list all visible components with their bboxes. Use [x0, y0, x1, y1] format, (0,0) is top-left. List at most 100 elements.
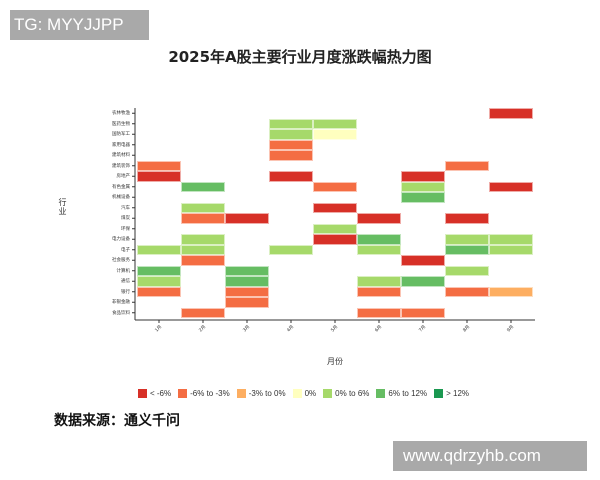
- y-tick-label: 煤炭: [121, 216, 130, 222]
- y-tick-label: 汽车: [121, 205, 130, 211]
- heatmap-cell: [445, 265, 489, 276]
- heatmap-cell: [489, 108, 533, 119]
- y-tick-label: 家用电器: [112, 142, 130, 148]
- heatmap-cell: [357, 286, 401, 297]
- legend-item: 6% to 12%: [376, 389, 427, 398]
- legend-swatch: [292, 389, 302, 398]
- heatmap-cell: [489, 286, 533, 297]
- chart-title: 2025年A股主要行业月度涨跌幅热力图: [168, 48, 432, 66]
- heatmap-cell: [225, 213, 269, 224]
- legend-label: 6% to 12%: [388, 389, 428, 398]
- legend-item: -6% to -3%: [178, 389, 230, 398]
- legend-label: < -6%: [150, 389, 172, 398]
- heatmap-plot: 农林牧渔医药生物国防军工家用电器建筑材料建筑装饰房地产有色金属机械设备汽车煤炭环…: [112, 108, 535, 333]
- heatmap-cell: [357, 307, 401, 318]
- legend-item: < -6%: [138, 389, 171, 398]
- y-tick-label: 环保: [121, 226, 130, 232]
- heatmap-cell: [269, 244, 313, 255]
- heatmap-cell: [489, 244, 533, 255]
- heatmap-cell: [445, 160, 489, 171]
- y-tick-label: 国防军工: [112, 132, 130, 138]
- heatmap-cell: [357, 234, 401, 245]
- legend-swatch: [178, 389, 188, 398]
- legend-swatch: [434, 389, 444, 398]
- heatmap-cell: [401, 171, 445, 182]
- heatmap-cell: [269, 150, 313, 161]
- y-tick-label: 农林牧渔: [112, 111, 130, 117]
- heatmap-cell: [313, 118, 357, 129]
- heatmap-cell: [401, 181, 445, 192]
- heatmap-cell: [137, 244, 181, 255]
- heatmap-cell: [181, 234, 225, 245]
- y-tick-label: 建筑装饰: [112, 163, 130, 169]
- heatmap-cell: [313, 129, 357, 140]
- legend-swatch: [138, 389, 147, 398]
- y-tick-label: 建筑材料: [112, 153, 130, 159]
- legend-swatch: [323, 389, 333, 398]
- heatmap-cell: [401, 276, 445, 287]
- heatmap-cell: [313, 202, 357, 213]
- y-tick-label: 医药生物: [112, 121, 130, 127]
- heatmap-cell: [137, 160, 181, 171]
- legend-item: -3% to 0%: [236, 389, 286, 398]
- heatmap-cell: [137, 265, 181, 276]
- heatmap-cell: [137, 286, 181, 297]
- heatmap-cell: [225, 286, 269, 297]
- y-tick-label: 房地产: [116, 174, 131, 180]
- x-axis-label: 月份: [327, 357, 343, 366]
- y-axis-label: 行业: [58, 198, 67, 216]
- heatmap-cell: [445, 286, 489, 297]
- heatmap-cell: [357, 276, 401, 287]
- legend-label: 0% to 6%: [335, 389, 370, 398]
- y-tick-label: 电子: [121, 247, 130, 253]
- heatmap-cell: [181, 244, 225, 255]
- heatmap-cell: [357, 244, 401, 255]
- legend-item: > 12%: [434, 389, 469, 398]
- heatmap-cell: [489, 234, 533, 245]
- y-tick-label: 有色金属: [112, 184, 130, 190]
- y-tick-label: 通信: [121, 279, 130, 285]
- heatmap-cell: [357, 213, 401, 224]
- heatmap-cell: [181, 307, 225, 318]
- heatmap-cell: [181, 255, 225, 266]
- heatmap-cell: [445, 213, 489, 224]
- legend-label: > 12%: [446, 389, 470, 398]
- legend-item: 0%: [292, 389, 317, 398]
- heatmap-cell: [269, 139, 313, 150]
- watermark-bottom-right: www.qdrzyhb.com: [393, 441, 587, 471]
- heatmap-cell: [269, 118, 313, 129]
- legend-label: -3% to 0%: [248, 389, 286, 398]
- legend-swatch: [376, 389, 386, 398]
- heatmap-cell: [225, 276, 269, 287]
- heatmap-cell: [137, 171, 181, 182]
- data-source-note: 数据来源：通义千问: [54, 413, 180, 429]
- heatmap-cell: [401, 192, 445, 203]
- heatmap-cell: [401, 255, 445, 266]
- axes-lines: [132, 108, 535, 323]
- heatmap-cell: [445, 244, 489, 255]
- y-tick-label: 电力设备: [112, 237, 130, 243]
- watermark-top-left: TG: MYYJJPP: [10, 10, 149, 40]
- heatmap-cell: [401, 307, 445, 318]
- heatmap-cell: [225, 297, 269, 308]
- heatmap-cell: [181, 181, 225, 192]
- y-tick-label: 机械设备: [112, 195, 130, 201]
- y-tick-label: 食品饮料: [112, 310, 130, 316]
- legend-item: 0% to 6%: [323, 389, 369, 398]
- legend: < -6% -6% to -3% -3% to 0% 0% 0% to 6% 6% to …: [138, 389, 469, 398]
- y-tick-label: 银行: [121, 289, 130, 295]
- heatmap-cell: [269, 171, 313, 182]
- heatmap-cell: [313, 181, 357, 192]
- y-tick-label: 非银金融: [112, 300, 130, 306]
- heatmap-cell: [225, 265, 269, 276]
- heatmap-cell: [445, 234, 489, 245]
- heatmap-cell: [181, 202, 225, 213]
- heatmap-cell: [313, 234, 357, 245]
- y-tick-label: 社会服务: [112, 258, 130, 264]
- legend-swatch: [236, 389, 246, 398]
- legend-label: 0%: [304, 389, 317, 398]
- legend-label: -6% to -3%: [190, 389, 230, 398]
- y-tick-label: 计算机: [116, 268, 131, 274]
- heatmap-cell: [269, 129, 313, 140]
- heatmap-cell: [489, 181, 533, 192]
